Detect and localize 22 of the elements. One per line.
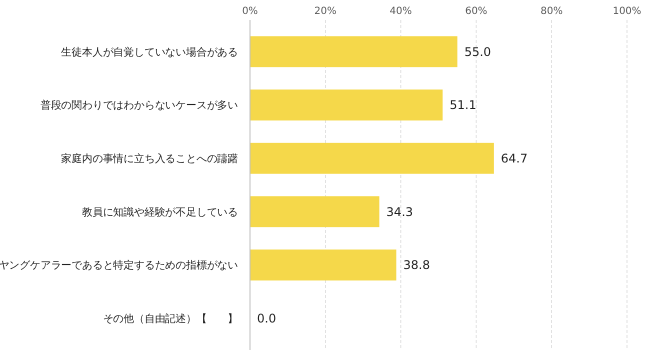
x-tick-label: 60% bbox=[465, 6, 488, 17]
bar bbox=[250, 142, 494, 174]
y-tick-label: 生徒本人が自覚していない場合がある bbox=[61, 45, 238, 58]
data-label: 64.7 bbox=[500, 152, 528, 166]
bar bbox=[250, 250, 396, 280]
y-tick-label: 家庭内の事情に立ち入ることへの躊躇 bbox=[61, 152, 239, 166]
y-tick-label: その他（自由記述）【 】 bbox=[102, 312, 238, 326]
y-tick-label: 普段の関わりではわからないケースが多い bbox=[40, 98, 239, 112]
x-tick-label: 0% bbox=[242, 6, 258, 17]
data-label: 38.8 bbox=[403, 258, 430, 272]
x-tick-label: 80% bbox=[540, 6, 563, 17]
x-tick-label: 20% bbox=[314, 6, 337, 17]
bar bbox=[250, 36, 458, 68]
x-tick-label: 40% bbox=[390, 6, 412, 17]
bar bbox=[250, 90, 443, 120]
data-label: 55.0 bbox=[464, 44, 492, 59]
data-label: 34.3 bbox=[386, 204, 414, 219]
bar bbox=[250, 196, 380, 228]
x-tick-label: 100% bbox=[612, 6, 642, 17]
data-label: 51.1 bbox=[450, 98, 476, 112]
data-label: 0.0 bbox=[257, 312, 276, 326]
y-tick-label: 教員に知識や経験が不足している bbox=[82, 205, 238, 218]
